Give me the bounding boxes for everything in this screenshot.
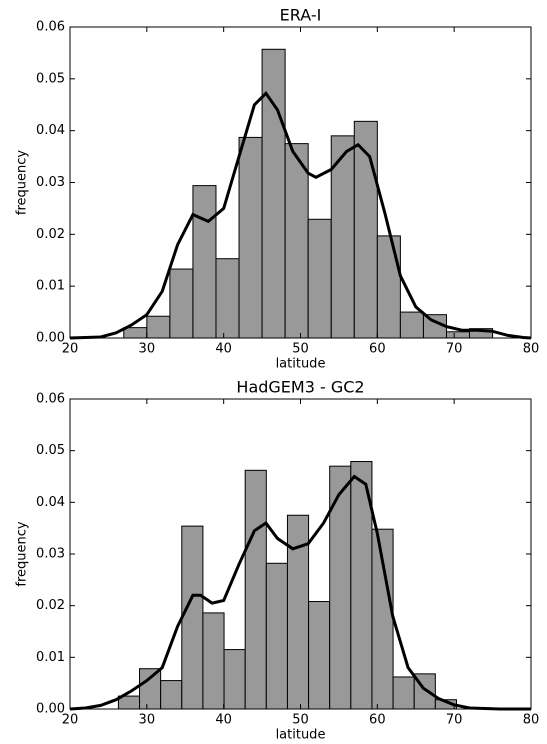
histogram-bar: [445, 331, 471, 339]
x-axis-label: latitude: [276, 357, 326, 372]
x-tick-label: 60: [369, 713, 386, 728]
histogram-bar: [244, 469, 267, 710]
histogram-bar: [160, 680, 183, 710]
chart-title: HadGEM3 - GC2: [236, 378, 364, 397]
x-tick-label: 80: [523, 713, 540, 728]
x-tick-label: 80: [523, 342, 540, 357]
x-tick-label: 30: [139, 713, 156, 728]
y-tick-label: 0.02: [36, 598, 65, 613]
y-tick-label: 0.00: [36, 702, 65, 717]
x-tick-label: 70: [446, 342, 463, 357]
histogram-bar: [202, 612, 225, 710]
y-tick-label: 0.06: [36, 20, 65, 35]
y-tick-label: 0.05: [36, 443, 65, 458]
y-axis-label: frequency: [15, 521, 30, 587]
y-tick-label: 0.04: [36, 123, 65, 138]
x-tick-label: 30: [139, 342, 156, 357]
x-tick-label: 60: [369, 342, 386, 357]
x-tick-label: 50: [292, 342, 309, 357]
histogram-bar: [329, 465, 352, 710]
histogram-bar: [123, 327, 148, 339]
histogram-bar: [399, 311, 424, 339]
y-axis-label: frequency: [15, 150, 30, 216]
y-tick-label: 0.02: [36, 227, 65, 242]
histogram-bar: [139, 668, 162, 710]
histogram-bar: [238, 136, 263, 339]
y-tick-label: 0.03: [36, 175, 65, 190]
histogram-bar: [265, 562, 288, 710]
y-tick-label: 0.01: [36, 279, 65, 294]
y-tick-label: 0.05: [36, 71, 65, 86]
x-axis-label: latitude: [276, 728, 326, 743]
y-tick-label: 0.04: [36, 495, 65, 510]
density-line: [69, 90, 532, 340]
x-tick-label: 40: [215, 342, 232, 357]
y-tick-label: 0.06: [36, 392, 65, 407]
histogram-bar: [192, 185, 217, 339]
histogram-bar: [284, 143, 309, 339]
chart-title: ERA-I: [280, 6, 322, 25]
histogram-bar: [169, 268, 194, 339]
y-tick-label: 0.00: [36, 331, 65, 346]
x-tick-label: 20: [62, 342, 79, 357]
histogram-bar: [376, 235, 401, 339]
y-tick-label: 0.01: [36, 650, 65, 665]
x-tick-label: 70: [446, 713, 463, 728]
histogram-bar: [223, 649, 246, 710]
histogram-bar: [146, 315, 171, 339]
histogram-bar: [392, 676, 415, 710]
histogram-bar: [307, 218, 332, 339]
x-tick-label: 20: [62, 713, 79, 728]
histogram-bar: [308, 601, 331, 710]
x-tick-label: 50: [292, 713, 309, 728]
y-tick-label: 0.03: [36, 547, 65, 562]
x-tick-label: 40: [215, 713, 232, 728]
histogram-bar: [181, 525, 204, 710]
density-line: [69, 474, 531, 711]
histogram-bar: [215, 258, 240, 339]
